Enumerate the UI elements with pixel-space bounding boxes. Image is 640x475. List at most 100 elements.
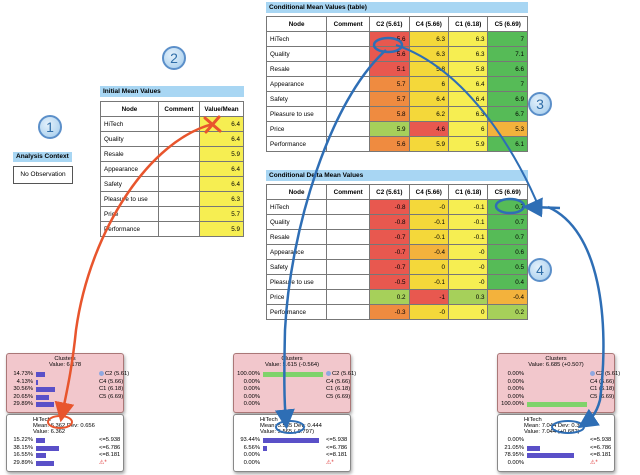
node-row: 0.00% <=5.938 <box>500 437 612 444</box>
warning-icon[interactable]: ⚠* <box>99 459 107 466</box>
node-row: 29.89% ⚠* <box>9 460 121 467</box>
blue-ellipse-mon3 <box>551 420 585 434</box>
value-cell: 6.3 <box>447 31 489 47</box>
value-cell: 0 <box>447 304 489 320</box>
cluster-label-text: C5 (6.69) <box>326 393 351 400</box>
cluster-pct: 0.00% <box>243 393 260 400</box>
comment-cell[interactable] <box>157 221 201 237</box>
cluster-row: 0.00% C2 (5.61) <box>500 371 620 378</box>
node-row: 0.00% <=8.181 <box>236 452 348 459</box>
blue-arrow-3b <box>395 44 541 211</box>
cluster-label: C1 (6.18) <box>326 386 350 393</box>
cluster-pct: 0.00% <box>507 378 524 385</box>
cluster-row: 0.00% C1 (6.18) <box>236 386 351 393</box>
cluster-row: 14.73% C2 (5.61) <box>9 371 129 378</box>
node-bar <box>527 445 540 451</box>
clusters-value: Value: 6.685 (+0.507) <box>528 362 584 368</box>
node-row: 15.22% <=5.938 <box>9 437 121 444</box>
node-row: 93.44% <=5.938 <box>236 437 348 444</box>
node-bar <box>36 445 59 451</box>
value-cell: 6.7 <box>487 106 528 122</box>
blue-ellipse-delta <box>494 197 526 215</box>
value-cell: -0.1 <box>447 229 489 245</box>
cluster-pct: 0.00% <box>243 401 260 407</box>
value-cell: 5.9 <box>199 146 244 162</box>
node-pct: 38.15% <box>13 444 33 451</box>
cluster-bar <box>36 394 49 400</box>
table-row: Safety 6.4 <box>100 176 244 192</box>
value-cell: 7 <box>487 76 528 92</box>
node-label: <=8.181 <box>326 452 348 458</box>
blue-arrow-4 <box>547 205 605 429</box>
cluster-bar <box>36 372 45 377</box>
cluster-bar <box>36 379 39 385</box>
cluster-label: C2 (5.61) <box>590 371 620 378</box>
hitech-monitor: HiTech Mean: 6.362 Dev: 0.656 Value: 6.362… <box>6 414 124 472</box>
initial-mean-table: Node Comment Value/Mean HiTech 6.4 Quality 6.… <box>100 101 244 237</box>
value-cell: 5.9 <box>199 221 244 237</box>
cluster-row: 100.00% <box>500 401 612 408</box>
cluster-bar <box>527 402 587 407</box>
node-cell: Performance <box>265 304 328 320</box>
node-pct: 0.00% <box>243 459 260 466</box>
value-cell: 5.9 <box>369 121 410 137</box>
cluster-dot-icon <box>590 371 595 376</box>
monitor-initial: Clusters Value: 6.178 14.73% C2 (5.61) 4.13%… <box>6 353 129 473</box>
cluster-bar <box>36 387 55 392</box>
node-title: HiTech <box>524 417 542 423</box>
cluster-pct: 14.73% <box>13 371 33 377</box>
cluster-row: 4.13% C4 (5.66) <box>9 379 123 386</box>
table-row: Safety -0.7 0 -0 0.5 <box>265 259 528 275</box>
cluster-label: C1 (6.18) <box>99 386 123 393</box>
value-cell: 0.2 <box>487 304 528 320</box>
value-cell: -0 <box>447 274 489 290</box>
node-bar <box>263 445 268 451</box>
warning-icon[interactable]: ⚠* <box>326 459 334 466</box>
node-row: 0.00% ⚠* <box>500 460 612 467</box>
value-cell: 0 <box>408 259 450 275</box>
blue-ellipse-mon2 <box>275 420 305 434</box>
cluster-row: 0.00% C4 (5.66) <box>236 379 351 386</box>
cluster-pct: 100.00% <box>501 401 524 407</box>
clusters-title: Clusters <box>54 356 76 362</box>
cluster-row: 30.56% C1 (6.18) <box>9 386 123 393</box>
cluster-label: C4 (5.66) <box>326 379 350 386</box>
cluster-label-text: C2 (5.61) <box>332 371 357 378</box>
table-row: Price 5.9 4.6 6 5.3 <box>265 121 528 137</box>
clusters-value: Value: 6.178 <box>48 362 82 368</box>
monitor-c2: Clusters Value: 5.615 (-0.564) 100.00% C2 (… <box>233 353 356 473</box>
red-arrow <box>54 122 214 423</box>
analysis-context-value[interactable]: No Observation <box>13 166 73 184</box>
node-label: <=5.938 <box>590 437 612 443</box>
cluster-row: 0.00% <box>236 401 348 408</box>
cluster-pct: 29.89% <box>13 401 33 407</box>
warning-icon[interactable]: ⚠* <box>590 459 598 466</box>
cluster-label: C5 (6.69) <box>99 394 123 401</box>
value-cell: 6 <box>447 121 489 137</box>
cluster-label-text: C1 (6.18) <box>99 386 124 392</box>
cluster-row: 0.00% C5 (6.69) <box>500 394 615 401</box>
blue-arrow-3 <box>274 49 387 430</box>
table-row: Price 5.7 <box>100 206 244 222</box>
clusters-monitor: Clusters Value: 6.685 (+0.507) 0.00% C2 (5.… <box>497 353 620 413</box>
value-cell: 6.4 <box>447 76 489 92</box>
clusters-title: Clusters <box>281 356 303 362</box>
step-1-badge: 1 <box>38 115 62 139</box>
node-bar <box>263 438 319 443</box>
value-cell: 0.3 <box>447 289 489 305</box>
node-title: HiTech <box>260 417 278 423</box>
value-cell: 6.4 <box>199 131 244 147</box>
blue-arrow-4-start <box>522 197 561 218</box>
node-label: <=8.181 <box>590 452 612 458</box>
table-row: Pleasure to use 6.3 <box>100 191 244 207</box>
value-cell: 5.9 <box>408 136 450 152</box>
node-label: <=6.786 <box>99 444 121 451</box>
cluster-pct: 20.65% <box>13 393 33 400</box>
cluster-dot-icon <box>99 371 104 376</box>
clusters-value: Value: 5.615 (-0.564) <box>264 362 320 368</box>
cluster-bar <box>263 372 323 377</box>
value-cell: -0.1 <box>408 274 450 290</box>
node-label: <=8.181 <box>99 452 121 458</box>
cluster-dot-icon <box>326 371 331 376</box>
table-row: HiTech 5.6 6.3 6.3 7 <box>265 31 528 47</box>
